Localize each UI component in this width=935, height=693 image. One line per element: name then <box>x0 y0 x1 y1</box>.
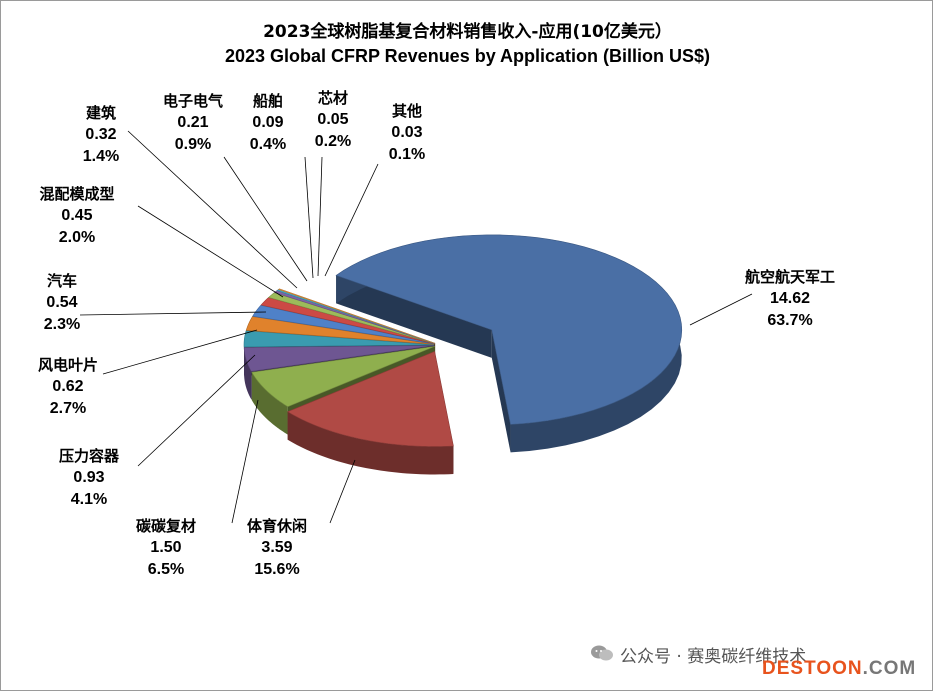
leader-line <box>137 354 256 467</box>
leader-line <box>304 156 314 279</box>
pie-slice-face <box>336 275 492 358</box>
pie-tops <box>243 234 683 447</box>
slice-label-percent: 0.2% <box>315 133 351 150</box>
slice-label-value: 0.45 <box>61 207 92 224</box>
slice-label-percent: 15.6% <box>254 561 299 578</box>
labels: 航空航天军工 14.62 63.7% 体育休闲 3.59 15.6% 碳碳复材 1.50 6.5… <box>38 89 835 578</box>
watermark-text: 公众号 · 赛奥碳纤维技术 <box>620 647 807 667</box>
leader-line <box>329 459 356 524</box>
slice-label-value: 0.54 <box>46 294 77 311</box>
slice-label-percent: 0.9% <box>175 136 211 153</box>
pie-slice-wall <box>287 411 454 475</box>
slice-label-percent: 4.1% <box>71 491 107 508</box>
leader-line <box>223 156 308 282</box>
leader-line <box>127 130 298 289</box>
leader-line <box>102 329 258 375</box>
slice-label-value: 0.32 <box>85 126 116 143</box>
pie-slice-0 <box>335 234 683 425</box>
leader-line <box>324 163 379 277</box>
slice-label-name: 体育休闲 <box>247 517 307 535</box>
brand-logo: DESTOON.COM <box>762 658 916 680</box>
leader-line <box>689 293 753 326</box>
pie-slice-wall <box>251 372 288 435</box>
brand-name: DESTOON <box>762 658 863 679</box>
slice-label-percent: 0.4% <box>250 136 286 153</box>
slice-label-percent: 2.0% <box>59 229 95 246</box>
slice-label-value: 1.50 <box>150 539 181 556</box>
leader-line <box>317 156 323 277</box>
slice-label-value: 0.93 <box>73 469 104 486</box>
slice-label-name: 航空航天军工 <box>745 268 835 286</box>
slice-label-percent: 6.5% <box>148 561 184 578</box>
chart-subtitle: 2023 Global CFRP Revenues by Application… <box>224 46 711 66</box>
slice-label-name: 芯材 <box>318 89 348 107</box>
pie-slice-1 <box>287 351 454 447</box>
chart-title: 2023全球树脂基复合材料销售收入-应用(10亿美元） <box>263 22 672 42</box>
slice-label-percent: 1.4% <box>83 148 119 165</box>
slice-label-name: 风电叶片 <box>38 356 98 374</box>
slice-label-value: 0.05 <box>317 111 348 128</box>
slice-label-value: 3.59 <box>261 539 292 556</box>
slice-label-name: 混配模成型 <box>39 185 114 203</box>
slice-label-value: 0.62 <box>52 378 83 395</box>
slice-label-name: 压力容器 <box>59 447 120 465</box>
slice-label-name: 碳碳复材 <box>136 517 196 535</box>
slice-label-percent: 63.7% <box>767 312 812 329</box>
pie-slice-7 <box>260 297 435 344</box>
slice-label-value: 14.62 <box>770 290 810 307</box>
leader-line <box>231 399 259 524</box>
watermark: 公众号 · 赛奥碳纤维技术 DESTOON.COM <box>590 642 930 682</box>
slice-label-name: 船舶 <box>253 92 283 110</box>
slice-label-name: 电子电气 <box>163 92 223 110</box>
pie-slice-11 <box>277 288 436 344</box>
pie-slice-6 <box>252 304 435 345</box>
slice-label-percent: 2.3% <box>44 316 80 333</box>
pie-slice-2 <box>251 346 435 407</box>
pie-slice-3 <box>243 345 435 372</box>
slice-label-name: 建筑 <box>86 104 116 122</box>
slice-label-name: 汽车 <box>47 272 77 290</box>
leader-line <box>79 311 267 316</box>
wechat-icon <box>591 645 613 661</box>
slice-label-value: 0.09 <box>252 114 283 131</box>
slice-label-percent: 2.7% <box>50 400 86 417</box>
slice-label-value: 0.03 <box>391 124 422 141</box>
pie-slice-wall <box>244 347 252 400</box>
pie-slice-5 <box>245 316 435 345</box>
pie-slice-8 <box>268 292 435 344</box>
pie-slice-face <box>491 329 511 453</box>
slice-label-name: 其他 <box>392 102 422 120</box>
brand-suffix: .COM <box>862 658 917 679</box>
slice-label-value: 0.21 <box>177 114 208 131</box>
leader-line <box>137 205 284 298</box>
slice-label-percent: 0.1% <box>389 146 425 163</box>
